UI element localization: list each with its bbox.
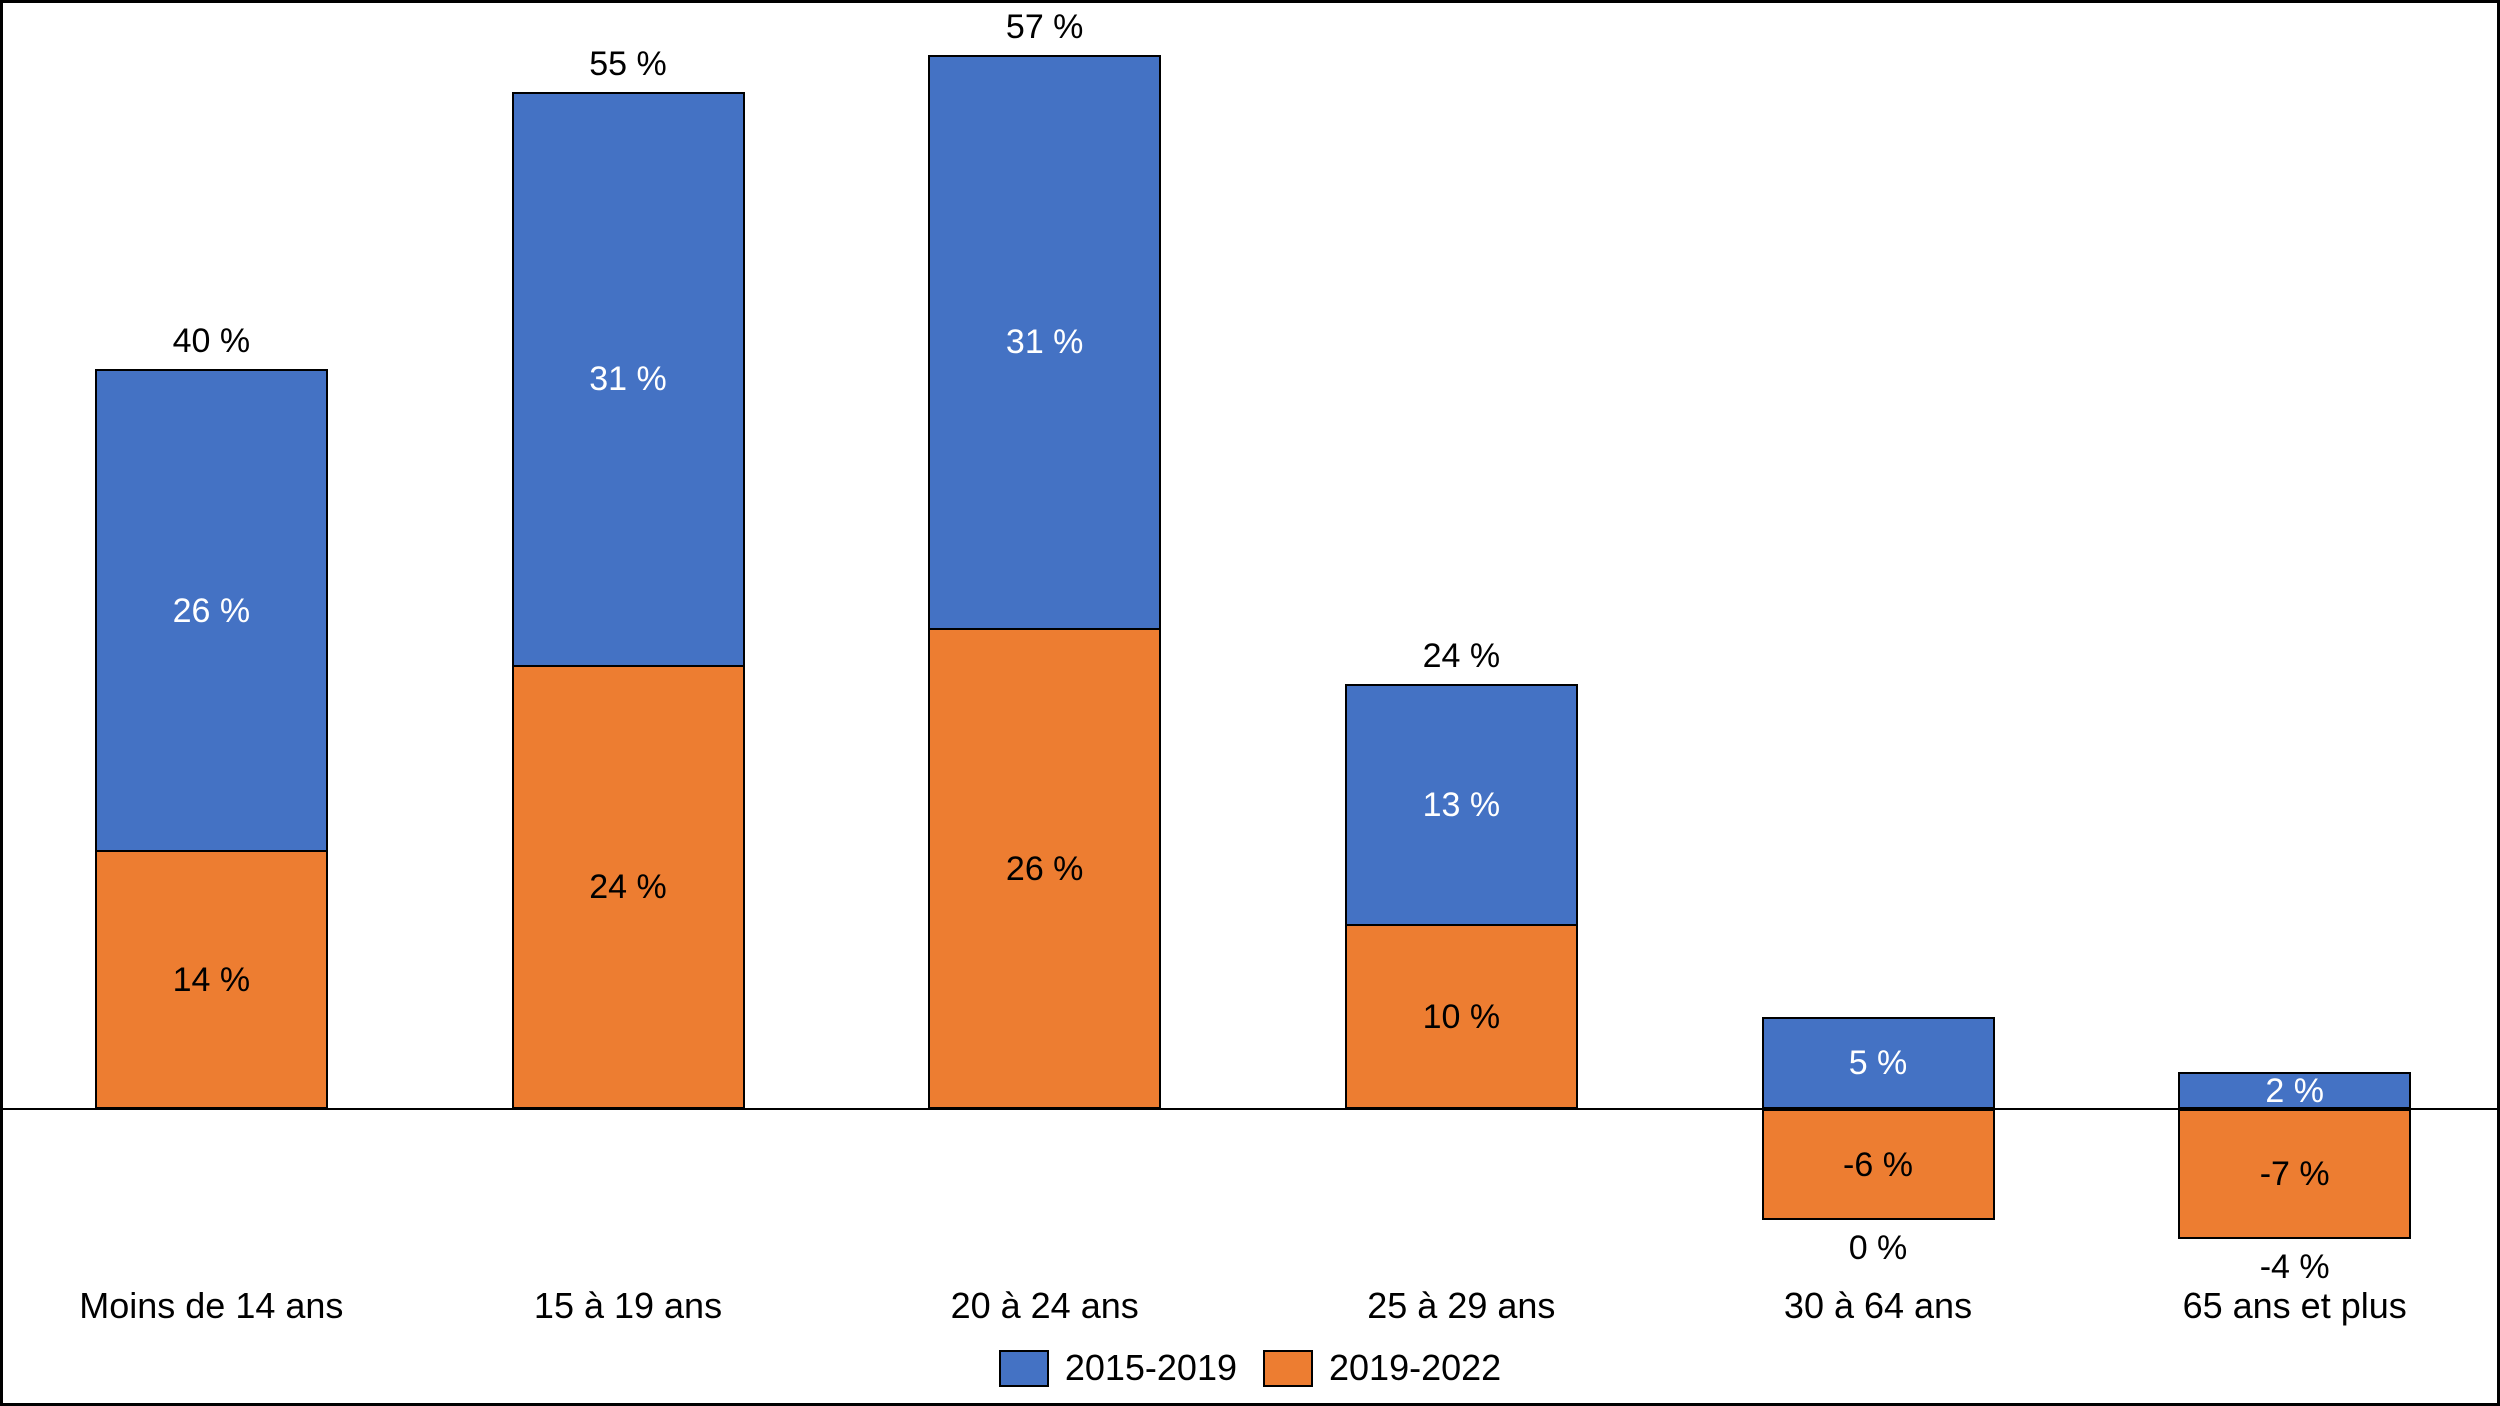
total-label: 24 % xyxy=(1422,636,1501,675)
segment-value-label: -6 % xyxy=(1843,1145,1913,1184)
chart-legend: 2015-2019 2019-2022 xyxy=(3,1347,2497,1389)
category-label: 20 à 24 ans xyxy=(950,1285,1139,1326)
segment-value-label: 26 % xyxy=(172,591,251,630)
segment-value-label: 5 % xyxy=(1848,1043,1908,1082)
segment-value-label: 13 % xyxy=(1422,785,1501,824)
legend-label: 2015-2019 xyxy=(1064,1347,1237,1388)
bar-segment-2019-2022: 10 % xyxy=(1344,924,1578,1109)
legend-swatch-2015-2019 xyxy=(998,1349,1049,1387)
category-label: 30 à 64 ans xyxy=(1783,1285,1973,1326)
bar-segment-2019-2022: -7 % xyxy=(2178,1109,2412,1239)
bar-segment-2015-2019: 31 % xyxy=(511,91,745,665)
segment-value-label: -7 % xyxy=(2259,1154,2330,1193)
legend-item: 2015-2019 xyxy=(998,1347,1237,1389)
segment-value-label: 10 % xyxy=(1422,997,1501,1036)
segment-value-label: 24 % xyxy=(589,868,667,906)
bar-segment-2019-2022: 24 % xyxy=(511,665,745,1109)
bar-segment-2019-2022: -6 % xyxy=(1761,1109,1995,1220)
category-label: 65 ans et plus xyxy=(2182,1285,2407,1326)
category-label: Moins de 14 ans xyxy=(79,1285,344,1326)
legend-swatch-2019-2022 xyxy=(1263,1349,1313,1387)
total-label: 40 % xyxy=(172,322,251,360)
bar-segment-2015-2019: 2 % xyxy=(2178,1071,2412,1110)
total-label: 57 % xyxy=(1005,7,1084,46)
bar-segment-2015-2019: 26 % xyxy=(94,369,328,850)
total-label: -4 % xyxy=(2259,1247,2330,1286)
bar-segment-2019-2022: 26 % xyxy=(928,628,1162,1109)
segment-value-label: 31 % xyxy=(1005,323,1084,362)
category-label: 15 à 19 ans xyxy=(533,1285,723,1326)
bar-segment-2015-2019: 13 % xyxy=(1344,683,1578,924)
legend-item: 2019-2022 xyxy=(1263,1347,1501,1389)
legend-label: 2019-2022 xyxy=(1329,1347,1502,1388)
category-label: 25 à 29 ans xyxy=(1367,1285,1556,1326)
total-label: 55 % xyxy=(589,44,667,83)
bar-segment-2015-2019: 5 % xyxy=(1761,1016,1995,1109)
bar-segment-2015-2019: 31 % xyxy=(928,54,1162,628)
segment-value-label: 2 % xyxy=(2265,1071,2324,1110)
segment-value-label: 31 % xyxy=(589,360,667,399)
segment-value-label: 14 % xyxy=(172,960,251,999)
total-label: 0 % xyxy=(1848,1229,1908,1267)
segment-value-label: 26 % xyxy=(1005,849,1084,888)
bar-segment-2019-2022: 14 % xyxy=(94,850,328,1109)
x-axis-line xyxy=(3,1108,2497,1110)
